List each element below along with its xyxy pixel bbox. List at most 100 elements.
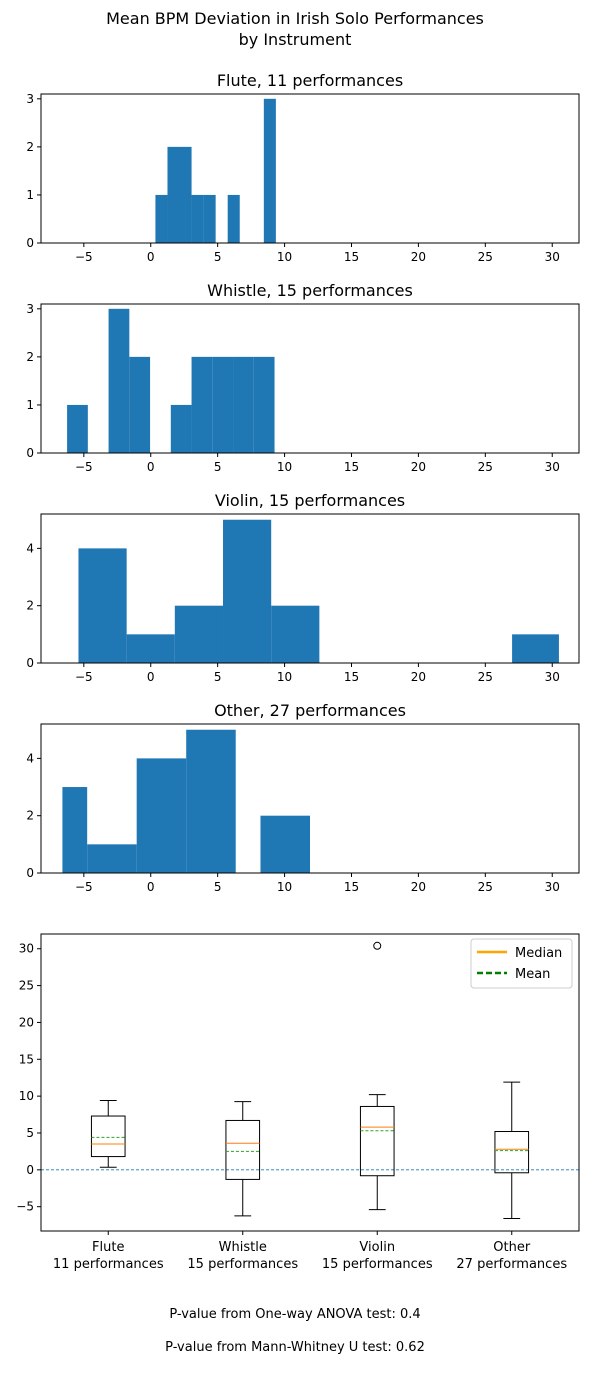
histogram-violin: Violin, 15 performances −5 0 5 10 15 20 25 30 0 2 4 (26, 491, 580, 684)
legend-median-label: Median (515, 946, 562, 961)
box-iqr (225, 1119, 261, 1180)
plot-frame (40, 723, 580, 874)
y-tick-label: 10 (19, 1089, 34, 1103)
histogram-bar (191, 194, 204, 243)
plot-frame (40, 933, 580, 1232)
histogram-bar (212, 356, 234, 453)
x-tick-label: 25 (478, 880, 493, 894)
histogram-bar (78, 548, 127, 663)
histogram-bar (62, 787, 88, 873)
histogram-bar (179, 146, 192, 243)
histogram-bar (67, 404, 88, 453)
y-tick-label: 1 (26, 188, 34, 202)
panel-title: Other, 27 performances (214, 701, 406, 720)
histogram-bar (233, 356, 254, 453)
y-tick-label: 0 (26, 446, 34, 460)
y-tick-label: 3 (26, 302, 34, 316)
x-tick-label: −5 (75, 460, 93, 474)
x-tick-label: 20 (411, 460, 426, 474)
panel-title: Whistle, 15 performances (207, 281, 413, 300)
histogram-bar (186, 729, 236, 873)
y-tick-label: 3 (26, 92, 34, 106)
histogram-bar (170, 404, 192, 453)
y-tick-label: 1 (26, 398, 34, 412)
histogram-bar (108, 308, 130, 453)
x-tick-label: 15 (344, 460, 359, 474)
anova-pvalue: P-value from One-way ANOVA test: 0.4 (169, 1307, 420, 1322)
x-tick-label: 30 (545, 250, 560, 264)
x-tick-label: 15 (344, 250, 359, 264)
category-label: Violin (359, 1240, 395, 1255)
category-count-label: 27 performances (456, 1257, 567, 1272)
histogram-bar (227, 194, 240, 243)
x-tick-label: −5 (75, 250, 93, 264)
y-tick-label: 4 (26, 541, 34, 555)
plot-frame (40, 303, 580, 454)
x-tick-label: 30 (545, 880, 560, 894)
x-tick-label: 20 (411, 250, 426, 264)
x-tick-label: 10 (277, 250, 292, 264)
category-label: Flute (92, 1240, 124, 1255)
panel-title: Flute, 11 performances (217, 71, 403, 90)
plot-frame (40, 93, 580, 244)
histogram-bar (223, 519, 272, 663)
legend: Median Mean (470, 938, 573, 989)
y-tick-label: 2 (26, 809, 34, 823)
x-tick-label: 25 (478, 460, 493, 474)
x-tick-label: 20 (411, 880, 426, 894)
histogram-bar (263, 98, 276, 243)
y-tick-label: 5 (26, 1126, 34, 1140)
y-tick-label: −5 (16, 1200, 34, 1214)
boxplot-panel: Flute 11 performances Whistle 15 performanc… (16, 933, 580, 1272)
y-tick-label: 2 (26, 140, 34, 154)
histogram-bar (253, 356, 275, 453)
y-tick-label: 0 (26, 236, 34, 250)
y-tick-label: 20 (19, 1015, 34, 1029)
y-tick-label: 2 (26, 350, 34, 364)
y-tick-label: 2 (26, 599, 34, 613)
histogram-other: Other, 27 performances −5 0 5 10 15 20 25 30 0 2 4 (26, 701, 580, 894)
y-tick-label: 4 (26, 751, 34, 765)
panel-title: Violin, 15 performances (215, 491, 405, 510)
histogram-bar (260, 815, 310, 873)
x-tick-label: 10 (277, 460, 292, 474)
x-tick-label: 10 (277, 880, 292, 894)
y-tick-label: 15 (19, 1052, 34, 1066)
category-count-label: 15 performances (187, 1257, 298, 1272)
histogram-bar (136, 758, 187, 873)
y-tick-label: 30 (19, 942, 34, 956)
category-label: Whistle (219, 1240, 267, 1255)
plot-frame (40, 513, 580, 664)
outlier-point (373, 941, 382, 950)
histogram-bar (174, 605, 224, 663)
histogram-bar (191, 356, 213, 453)
box-iqr (90, 1115, 126, 1158)
x-tick-label: 10 (277, 670, 292, 684)
figure-title-line1: Mean BPM Deviation in Irish Solo Perform… (106, 9, 484, 28)
category-count-label: 11 performances (53, 1257, 164, 1272)
histogram-bar (271, 605, 320, 663)
histogram-bar (129, 356, 151, 453)
x-tick-label: 5 (214, 880, 222, 894)
box-iqr (494, 1131, 530, 1174)
x-tick-label: 25 (478, 670, 493, 684)
histogram-bar (87, 844, 137, 873)
mannwhitney-pvalue: P-value from Mann-Whitney U test: 0.62 (165, 1340, 425, 1355)
box-iqr (359, 1105, 395, 1177)
x-tick-label: 5 (214, 670, 222, 684)
x-tick-label: 15 (344, 670, 359, 684)
x-tick-label: 25 (478, 250, 493, 264)
x-tick-label: 0 (147, 670, 155, 684)
x-tick-label: 30 (545, 460, 560, 474)
x-tick-label: 30 (545, 670, 560, 684)
x-tick-label: 20 (411, 670, 426, 684)
figure-title-line2: by Instrument (239, 30, 352, 49)
y-tick-label: 0 (26, 866, 34, 880)
category-label: Other (493, 1240, 531, 1255)
histogram-bar (203, 194, 216, 243)
y-tick-label: 25 (19, 979, 34, 993)
y-tick-label: 0 (26, 656, 34, 670)
histogram-flute: Flute, 11 performances −5 0 5 10 15 20 25 30 0 1 2 3 (26, 71, 580, 264)
histogram-bar (126, 634, 175, 663)
